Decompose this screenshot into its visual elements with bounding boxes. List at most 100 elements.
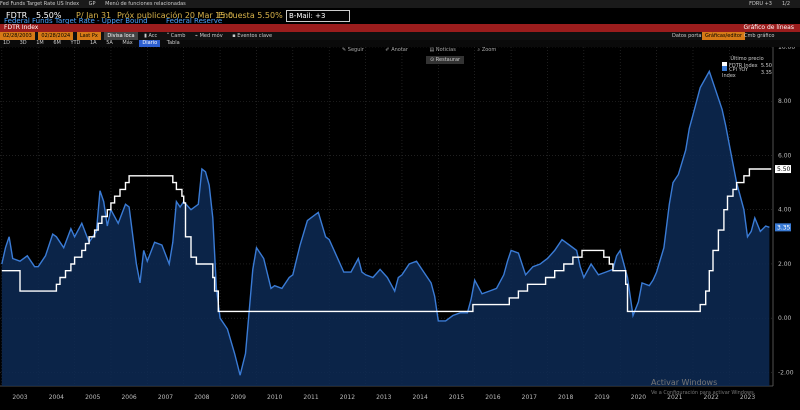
range-6m[interactable]: 6M xyxy=(53,40,61,46)
x-tick-label: 2020 xyxy=(631,394,646,401)
annotate-label: Anotar xyxy=(391,47,408,53)
bmail-field[interactable]: B-Mail: +3 xyxy=(286,10,350,22)
zoom-tool[interactable]: ⌕ Zoom xyxy=(477,47,497,53)
security-info-bar: FDTR 5.50% P/ Jan 31 Próx publicación 20… xyxy=(0,8,800,24)
annotate-tool[interactable]: ✐ Anotar xyxy=(385,47,408,53)
y-tick-label: 10.00 xyxy=(778,47,795,51)
key-events-label: Eventos clave xyxy=(237,33,273,39)
currency-select[interactable]: Divisa loca xyxy=(104,32,138,40)
legend-item-label: CPI YOY Index xyxy=(722,67,749,79)
fdtr-series-line xyxy=(1,168,772,313)
legend-item-fdtr[interactable]: FDTR Index 5.50 xyxy=(722,62,772,69)
zoom-label: Zoom xyxy=(481,47,497,53)
top-right-tag: FDRU +3 xyxy=(749,1,772,7)
chart-tools: ✎ Seguir ✐ Anotar ▤ Noticias ⌕ Zoom xyxy=(342,47,516,53)
x-tick-label: 2021 xyxy=(667,394,682,401)
range-1d[interactable]: 1D xyxy=(3,40,11,46)
news-tool[interactable]: ▤ Noticias xyxy=(429,47,456,53)
legend-item-label: FDTR Index xyxy=(729,63,758,69)
cpi-series-line xyxy=(1,69,770,376)
y-tick-label: -2.00 xyxy=(778,369,794,376)
y-tick-label: 8.00 xyxy=(778,98,792,105)
export-data-button[interactable]: Datos portar xyxy=(672,33,704,39)
camb-button[interactable]: ʺ Camb xyxy=(166,33,186,39)
change-chart-button[interactable]: Cmb gráfico xyxy=(744,33,775,39)
range-bar: 1D 3D 1M 6M YTD 1A 5A Máx Diario Tabla xyxy=(0,40,800,47)
x-tick-label: 2007 xyxy=(158,394,173,401)
top-menu-item[interactable]: Menú de funciones relacionadas xyxy=(105,1,186,7)
legend-item-cpi[interactable]: CPI YOY Index 3.35 xyxy=(722,66,772,79)
page-indicator: 1/2 xyxy=(781,1,790,7)
x-tick-label: 2012 xyxy=(340,394,355,401)
news-label: Noticias xyxy=(435,47,456,53)
y-tick-label: 6.00 xyxy=(778,152,792,159)
range-ytd[interactable]: YTD xyxy=(70,40,81,46)
index-field[interactable]: FDTR Index xyxy=(4,24,39,31)
cpi-last-value: 3.35 xyxy=(777,224,791,231)
range-max[interactable]: Máx xyxy=(122,40,133,46)
cpi-area xyxy=(1,71,770,387)
legend-title: Último precio xyxy=(730,56,764,62)
x-tick-label: 2023 xyxy=(740,394,755,401)
windows-watermark-title: Activar Windows xyxy=(651,378,718,387)
range-3d[interactable]: 3D xyxy=(19,40,27,46)
range-5a[interactable]: 5A xyxy=(106,40,113,46)
frequency-select[interactable]: Diario xyxy=(139,40,161,47)
x-tick-label: 2016 xyxy=(485,394,500,401)
x-tick-label: 2004 xyxy=(49,394,64,401)
y-tick-label: 0.00 xyxy=(778,315,792,322)
x-tick-label: 2003 xyxy=(12,394,27,401)
legend-swatch-blue xyxy=(722,66,727,71)
key-events-button[interactable]: ▪ Eventos clave xyxy=(232,33,273,39)
restore-label: Restaurar xyxy=(435,57,461,63)
legend-item-value: 3.35 xyxy=(760,69,772,76)
ticker: FDTR xyxy=(6,11,28,20)
x-tick-label: 2011 xyxy=(303,394,318,401)
chart-area[interactable]: 2003 2004 2005 2006 2007 2008 2009 2010 2011 2012… xyxy=(0,44,800,406)
date-from-field[interactable]: 02/28/2003 xyxy=(0,32,35,40)
security-description: Federal Funds Target Rate - Upper Bound … xyxy=(0,17,800,25)
function-bar: FDTR Index Gráfico de líneas xyxy=(0,24,800,32)
x-tick-label: 2005 xyxy=(85,394,100,401)
x-tick-label: 2010 xyxy=(267,394,282,401)
y-tick-label: 4.00 xyxy=(778,207,792,214)
chart-editor-button[interactable]: Gráficas/editor xyxy=(702,32,745,40)
moving-average-label: Med móv xyxy=(199,33,223,39)
y-tick-label: 2.00 xyxy=(778,261,792,268)
chart-legend: Último precio FDTR Index 5.50 CPI YOY In… xyxy=(722,56,772,79)
moving-average-button[interactable]: ⌁ Med móv xyxy=(195,33,223,39)
line-chart[interactable]: 2003 2004 2005 2006 2007 2008 2009 2010 2011 2012… xyxy=(0,44,800,406)
range-1m[interactable]: 1M xyxy=(36,40,44,46)
as-of-date: P/ Jan 31 xyxy=(76,11,112,20)
follow-tool[interactable]: ✎ Seguir xyxy=(342,47,364,53)
price-field-select[interactable]: Last Px xyxy=(76,32,101,40)
fdtr-last-value: 5.50 xyxy=(777,166,791,173)
x-tick-label: 2022 xyxy=(704,394,719,401)
source-name: Federal Reserve xyxy=(166,17,223,25)
x-tick-label: 2009 xyxy=(231,394,246,401)
cpi-last-tag xyxy=(775,223,791,232)
last-value: 5.50% xyxy=(36,11,62,20)
camb-label: Camb xyxy=(170,33,186,39)
x-tick-label: 2008 xyxy=(194,394,209,401)
windows-watermark-subtitle: Ve a Configuración para activar Windows. xyxy=(651,390,756,396)
top-menu-bar: Fed Funds Target Rate US Index GP Menú d… xyxy=(0,0,800,8)
acc-label: Acc xyxy=(148,33,158,39)
x-tick-label: 2006 xyxy=(121,394,136,401)
top-menu-item[interactable]: GP xyxy=(88,1,96,7)
top-menu-item[interactable]: Fed Funds Target Rate US Index xyxy=(0,1,80,7)
acc-button[interactable]: ▮ Acc xyxy=(144,33,158,39)
next-publication: Próx publicación 20 Mar 15:0 xyxy=(117,11,234,20)
x-tick-label: 2017 xyxy=(522,394,537,401)
x-tick-label: 2015 xyxy=(449,394,464,401)
x-tick-label: 2018 xyxy=(558,394,573,401)
date-to-field[interactable]: 02/28/2024 xyxy=(38,32,74,40)
fdtr-last-tag xyxy=(775,165,791,174)
x-tick-label: 2019 xyxy=(594,394,609,401)
range-1a[interactable]: 1A xyxy=(90,40,97,46)
chart-type-label[interactable]: Gráfico de líneas xyxy=(743,24,795,31)
legend-swatch-white xyxy=(722,62,727,67)
restore-button[interactable]: ⊙ Restaurar xyxy=(426,56,465,64)
table-button[interactable]: Tabla xyxy=(166,40,180,46)
x-tick-label: 2014 xyxy=(413,394,428,401)
